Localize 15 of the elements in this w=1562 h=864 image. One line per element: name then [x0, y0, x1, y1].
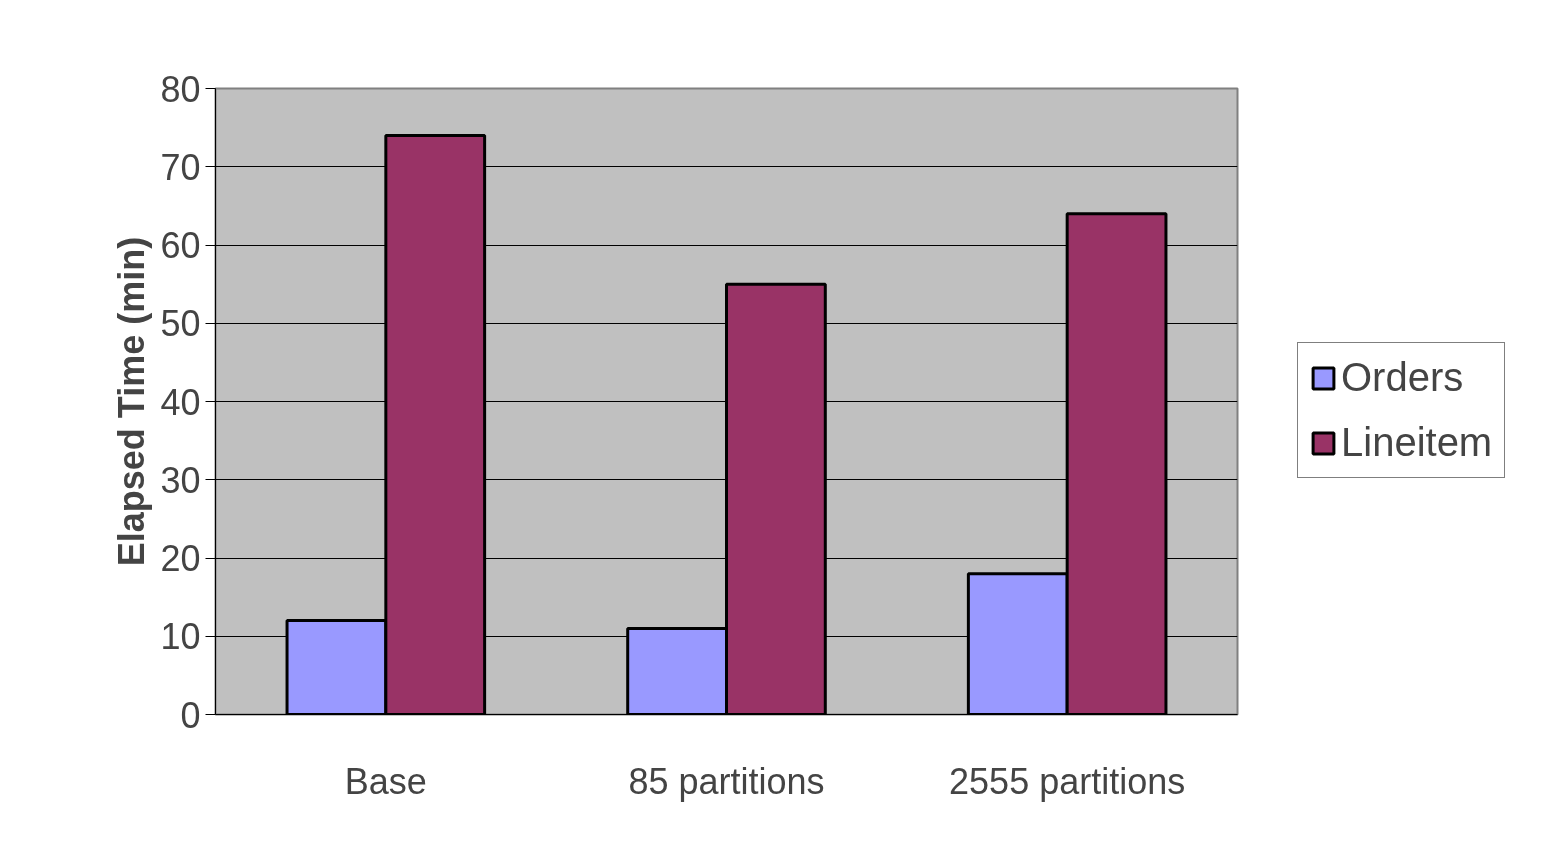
y-tick-label: 70	[160, 146, 201, 188]
x-tick-label: 2555 partitions	[949, 760, 1186, 802]
y-tick-label: 20	[160, 538, 201, 579]
y-tick-label: 40	[160, 381, 201, 423]
y-tick-label: 0	[180, 694, 201, 736]
y-tick-label: 50	[160, 303, 201, 345]
legend-label: Orders	[1341, 355, 1464, 400]
y-tick-label: 60	[160, 225, 201, 266]
y-tick-label: 10	[160, 616, 201, 658]
y-tick-label: 30	[160, 459, 201, 501]
y-tick-label: 80	[160, 68, 201, 110]
y-axis-title: Elapsed Time (min)	[111, 236, 153, 567]
x-tick-label: Base	[344, 760, 427, 802]
x-tick-label: 85 partitions	[628, 760, 825, 802]
legend-label: Lineitem	[1341, 420, 1493, 465]
